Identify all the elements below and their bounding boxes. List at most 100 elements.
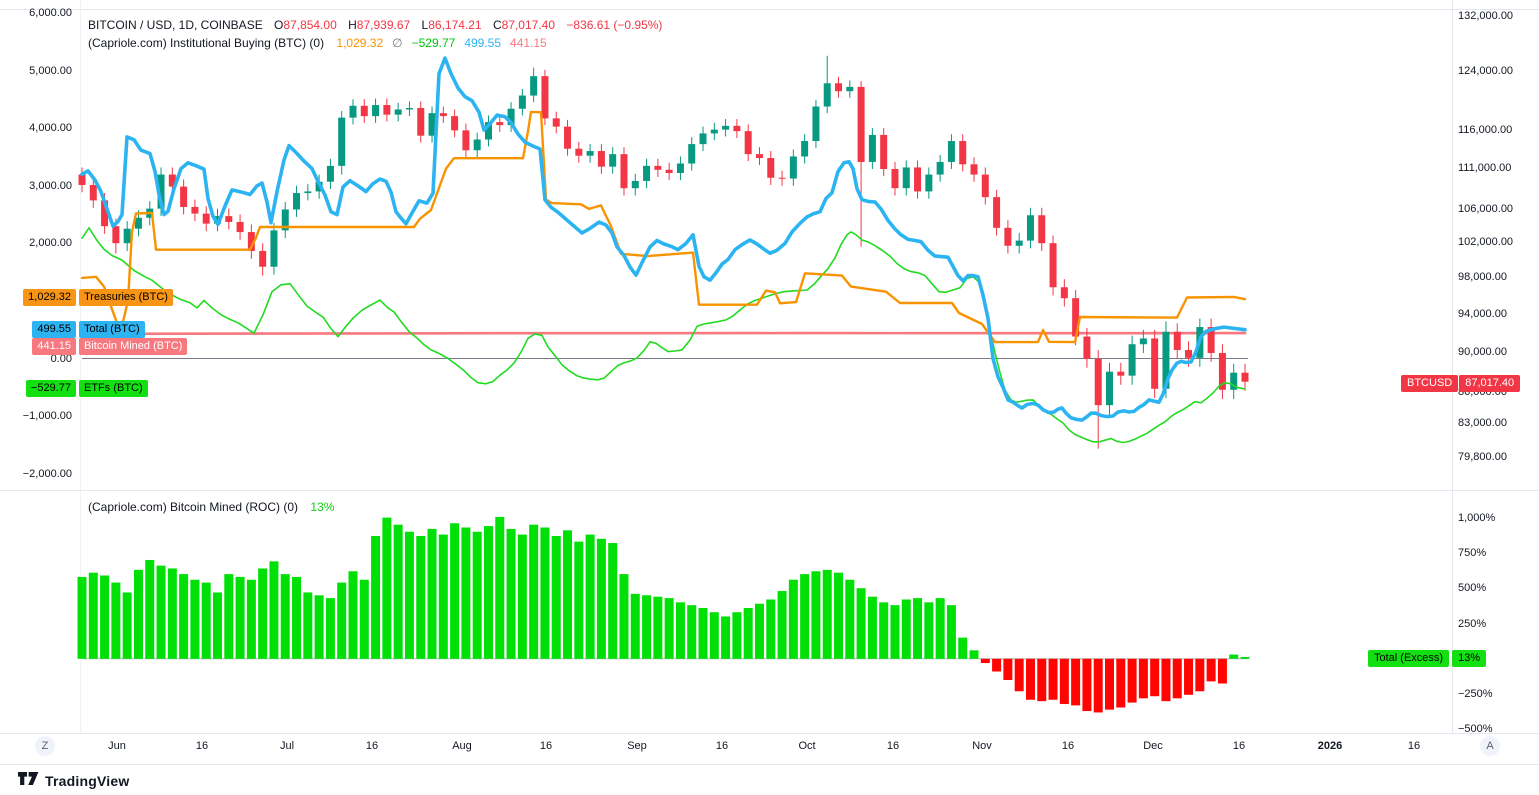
time-axis-tick: Sep	[627, 740, 647, 752]
tradingview-logo[interactable]: TradingView	[18, 770, 129, 792]
left-axis-tick: 4,000.00	[29, 122, 72, 135]
series-label-treasuries-btc-: 1,029.32 Treasuries (BTC)	[0, 289, 173, 306]
change-value: −836.61 (−0.95%)	[566, 18, 663, 32]
price-pane[interactable]	[78, 55, 1249, 449]
time-axis-tick: 16	[539, 740, 553, 752]
time-axis-tick: Dec	[1143, 740, 1163, 752]
time-axis-tick: 16	[1232, 740, 1246, 752]
right-axis-tick: 79,800.00	[1458, 451, 1507, 464]
line-bitcoin-mined-btc-	[80, 331, 1247, 336]
roc-indicator-value: 13%	[310, 500, 335, 514]
series-label-name: Total (BTC)	[79, 321, 145, 338]
series-label-name: Bitcoin Mined (BTC)	[79, 338, 188, 355]
right-axis-tick: 132,000.00	[1458, 10, 1514, 23]
last-price-value: 87,017.40	[1459, 375, 1521, 392]
last-price-label: BTCUSD 87,017.40	[1401, 375, 1521, 392]
total-excess-value: 13%	[1452, 650, 1487, 667]
left-axis-tick: 3,000.00	[29, 179, 72, 192]
time-axis-tick: 16	[365, 740, 379, 752]
close-label: C	[492, 18, 502, 32]
series-label-value: −529.77	[25, 380, 76, 397]
indicator-values: 1,029.32 ∅ −529.77 499.55 441.15	[327, 36, 546, 50]
right-axis-tick: 111,000.00	[1458, 162, 1512, 175]
time-axis-tick: Jun	[108, 740, 126, 752]
roc-axis-tick: 250%	[1458, 617, 1487, 630]
time-axis-tick: 16	[195, 740, 209, 752]
time-axis-tick: Jul	[279, 740, 295, 752]
symbol-title[interactable]: BITCOIN / USD, 1D, COINBASE	[88, 18, 263, 32]
roc-indicator-title[interactable]: (Capriole.com) Bitcoin Mined (ROC) (0)	[88, 500, 299, 514]
indicator-value: 441.15	[510, 36, 547, 50]
series-label-total-btc-: 499.55 Total (BTC)	[0, 321, 145, 338]
series-label-bitcoin-mined-btc-: 441.15 Bitcoin Mined (BTC)	[0, 338, 188, 355]
left-axis-tick: 6,000.00	[29, 7, 72, 20]
right-scale-border	[1452, 0, 1453, 733]
roc-axis-tick: 750%	[1458, 546, 1487, 559]
series-label-etfs-btc-: −529.77 ETFs (BTC)	[0, 380, 148, 397]
footer-border	[0, 764, 1539, 765]
right-axis-tick: 94,000.00	[1458, 307, 1507, 320]
line-total-btc-	[80, 56, 1247, 422]
candlestick-series	[78, 55, 1249, 449]
low-value: 86,174.21	[428, 18, 482, 32]
roc-axis-tick: −250%	[1458, 688, 1493, 701]
indicator-title[interactable]: (Capriole.com) Institutional Buying (BTC…	[88, 36, 325, 50]
time-axis-tick: 2026	[1317, 740, 1343, 752]
top-border	[0, 9, 1539, 10]
low-label: L	[421, 18, 429, 32]
roc-legend-row[interactable]: (Capriole.com) Bitcoin Mined (ROC) (0) 1…	[88, 500, 334, 514]
series-label-value: 441.15	[32, 338, 76, 355]
left-axis-tick: −1,000.00	[22, 410, 72, 422]
tradingview-logo-icon	[18, 770, 39, 792]
roc-axis-tick: −500%	[1458, 723, 1493, 736]
left-axis-tick: 5,000.00	[29, 64, 72, 77]
time-axis-tick: 16	[715, 740, 729, 752]
indicator-value: ∅	[392, 36, 403, 50]
time-axis-tick: 16	[1061, 740, 1075, 752]
high-label: H	[348, 18, 357, 32]
last-price-symbol: BTCUSD	[1401, 375, 1459, 392]
open-label: O	[274, 18, 284, 32]
indicator-legend-row[interactable]: (Capriole.com) Institutional Buying (BTC…	[88, 36, 547, 50]
time-axis-tick: Aug	[452, 740, 472, 752]
time-axis-tick: 16	[886, 740, 900, 752]
roc-pane[interactable]	[77, 516, 1250, 713]
right-axis-tick: 102,000.00	[1458, 236, 1514, 249]
time-axis-tick: 16	[1407, 740, 1421, 752]
line-etfs-btc-	[81, 227, 1246, 444]
series-label-value: 499.55	[32, 321, 76, 338]
right-axis-tick: 116,000.00	[1458, 123, 1513, 136]
high-value: 87,939.67	[356, 18, 411, 32]
right-axis-tick: 83,000.00	[1458, 416, 1507, 429]
timezone-button[interactable]: Z	[35, 736, 55, 756]
right-axis-tick: 124,000.00	[1458, 65, 1514, 78]
symbol-legend-row[interactable]: BITCOIN / USD, 1D, COINBASE O87,854.00 H…	[88, 18, 662, 32]
left-axis-tick: 2,000.00	[29, 237, 72, 250]
roc-histogram-series	[77, 516, 1250, 713]
left-axis-tick: 0.00	[50, 352, 72, 365]
time-axis-tick: Nov	[972, 740, 992, 752]
series-label-name: ETFs (BTC)	[79, 380, 148, 397]
series-label-value: 1,029.32	[23, 289, 76, 306]
time-axis-border	[0, 733, 1539, 734]
total-excess-label: Total (Excess) 13%	[1368, 650, 1487, 667]
indicator-value: 499.55	[464, 36, 502, 50]
pane-separator[interactable]	[0, 490, 1539, 491]
line-treasuries-btc-	[80, 110, 1247, 344]
total-excess-name: Total (Excess)	[1368, 650, 1450, 667]
right-axis-tick: 106,000.00	[1458, 202, 1514, 215]
open-value: 87,854.00	[283, 18, 337, 32]
roc-axis-tick: 1,000%	[1458, 511, 1496, 524]
indicator-value: 1,029.32	[336, 36, 384, 50]
close-value: 87,017.40	[501, 18, 556, 32]
time-axis-tick: Oct	[798, 740, 816, 752]
tradingview-logo-text: TradingView	[45, 773, 130, 789]
autoscale-button[interactable]: A	[1480, 736, 1500, 756]
right-axis-tick: 98,000.00	[1458, 271, 1507, 284]
series-label-name: Treasuries (BTC)	[79, 289, 173, 306]
roc-axis-tick: 500%	[1458, 582, 1487, 595]
left-scale-border	[80, 0, 81, 733]
right-axis-tick: 90,000.00	[1458, 346, 1507, 358]
